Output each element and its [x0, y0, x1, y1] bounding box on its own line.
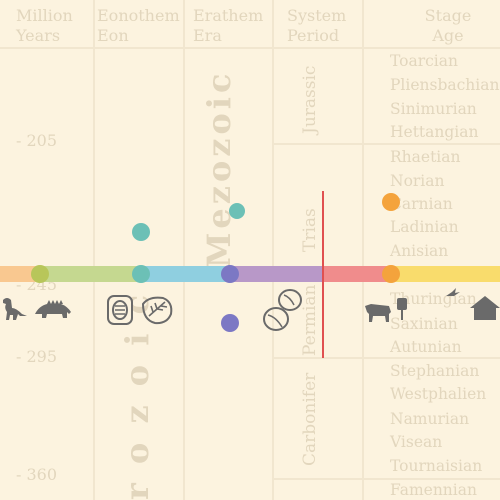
- stage-label: Pliensbachian: [390, 76, 500, 94]
- timeline-dot[interactable]: [132, 265, 150, 283]
- period-divider: [272, 478, 500, 480]
- stage-label: Saxinian: [390, 315, 458, 333]
- period-divider: [272, 143, 500, 145]
- period-trias: Trias: [300, 208, 320, 252]
- stage-label: Namurian: [390, 410, 470, 428]
- stage-label: Famennian: [390, 481, 477, 499]
- stage-label: Autunian: [390, 338, 462, 356]
- timeline-dot[interactable]: [221, 265, 239, 283]
- stage-label: Toarcian: [390, 52, 458, 70]
- period-jurassic: Jurassic: [300, 65, 320, 134]
- cow-icon: [365, 304, 391, 322]
- column-divider: [183, 0, 185, 500]
- stage-label: Visean: [390, 433, 443, 451]
- stage-label: Stephanian: [390, 362, 480, 380]
- stage-label: Sinimurian: [390, 100, 477, 118]
- band-segment: [230, 266, 322, 282]
- bird-icon: [446, 288, 460, 296]
- time-marker-line[interactable]: [322, 191, 324, 358]
- header-million-years: Million Years: [16, 6, 73, 45]
- band-segment: [140, 266, 230, 282]
- timeline-dot[interactable]: [229, 203, 245, 219]
- stage-label: Anisian: [390, 242, 449, 260]
- band-segment: [322, 266, 392, 282]
- stage-label: Tournaisian: [390, 457, 483, 475]
- period-divider: [272, 357, 500, 359]
- timeline-dot[interactable]: [382, 193, 400, 211]
- header-system: System Period: [287, 6, 347, 45]
- period-carbonifer: Carbonifer: [300, 372, 320, 466]
- header-eonothem: Eonothem Eon: [97, 6, 180, 45]
- trilobite-fossil-icon: [107, 295, 133, 325]
- band-segment: [0, 266, 40, 282]
- timeline-dot[interactable]: [382, 265, 400, 283]
- stage-label: Westphalien: [390, 385, 487, 403]
- header-divider: [0, 47, 500, 49]
- era-label: Mezozoic: [200, 69, 238, 268]
- tree-icon: [397, 298, 407, 320]
- column-divider: [272, 0, 274, 500]
- tick-295: - 295: [16, 347, 58, 366]
- band-segment: [40, 266, 140, 282]
- band-segment: [392, 266, 500, 282]
- ankylosaur-icon: [35, 300, 71, 318]
- stage-label: Ladinian: [390, 218, 459, 236]
- header-erathem: Erathem Era: [193, 6, 264, 45]
- stage-label: Norian: [390, 172, 445, 190]
- column-divider: [93, 0, 95, 500]
- header-stage: Stage Age: [424, 6, 472, 45]
- hut-icon: [470, 296, 500, 320]
- column-divider: [362, 0, 364, 500]
- stage-label: Hettangian: [390, 123, 479, 141]
- timeline-dot[interactable]: [221, 314, 239, 332]
- tick-360: - 360: [16, 465, 58, 484]
- stage-label: Rhaetian: [390, 148, 461, 166]
- dinosaur-icon: [3, 298, 27, 320]
- tick-205: - 205: [16, 131, 58, 150]
- leaf-fossil-icon: [141, 296, 173, 325]
- timeline-dot[interactable]: [31, 265, 49, 283]
- timeline-dot[interactable]: [132, 223, 150, 241]
- fossil-egg-icon: [263, 289, 302, 331]
- stage-label: Carnian: [390, 195, 453, 213]
